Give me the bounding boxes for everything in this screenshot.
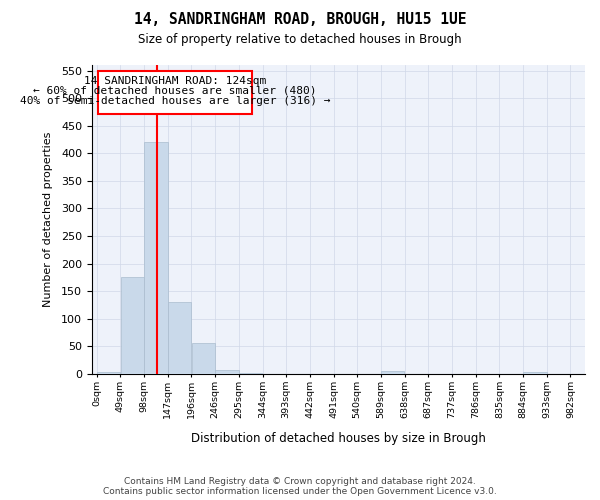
Bar	[144, 142, 167, 374]
Bar	[121, 278, 144, 374]
Text: ← 60% of detached houses are smaller (480): ← 60% of detached houses are smaller (48…	[33, 86, 317, 96]
Bar	[168, 302, 191, 374]
Y-axis label: Number of detached properties: Number of detached properties	[43, 132, 53, 307]
X-axis label: Distribution of detached houses by size in Brough: Distribution of detached houses by size …	[191, 432, 486, 445]
Bar	[97, 372, 120, 374]
Text: 14, SANDRINGHAM ROAD, BROUGH, HU15 1UE: 14, SANDRINGHAM ROAD, BROUGH, HU15 1UE	[134, 12, 466, 28]
Bar	[381, 372, 404, 374]
FancyBboxPatch shape	[98, 70, 253, 114]
Text: 40% of semi-detached houses are larger (316) →: 40% of semi-detached houses are larger (…	[20, 96, 330, 106]
Text: Contains public sector information licensed under the Open Government Licence v3: Contains public sector information licen…	[103, 487, 497, 496]
Bar	[523, 372, 547, 374]
Bar	[215, 370, 239, 374]
Bar	[239, 373, 262, 374]
Text: 14 SANDRINGHAM ROAD: 124sqm: 14 SANDRINGHAM ROAD: 124sqm	[84, 76, 266, 86]
Text: Size of property relative to detached houses in Brough: Size of property relative to detached ho…	[138, 32, 462, 46]
Text: Contains HM Land Registry data © Crown copyright and database right 2024.: Contains HM Land Registry data © Crown c…	[124, 477, 476, 486]
Bar	[191, 342, 215, 374]
